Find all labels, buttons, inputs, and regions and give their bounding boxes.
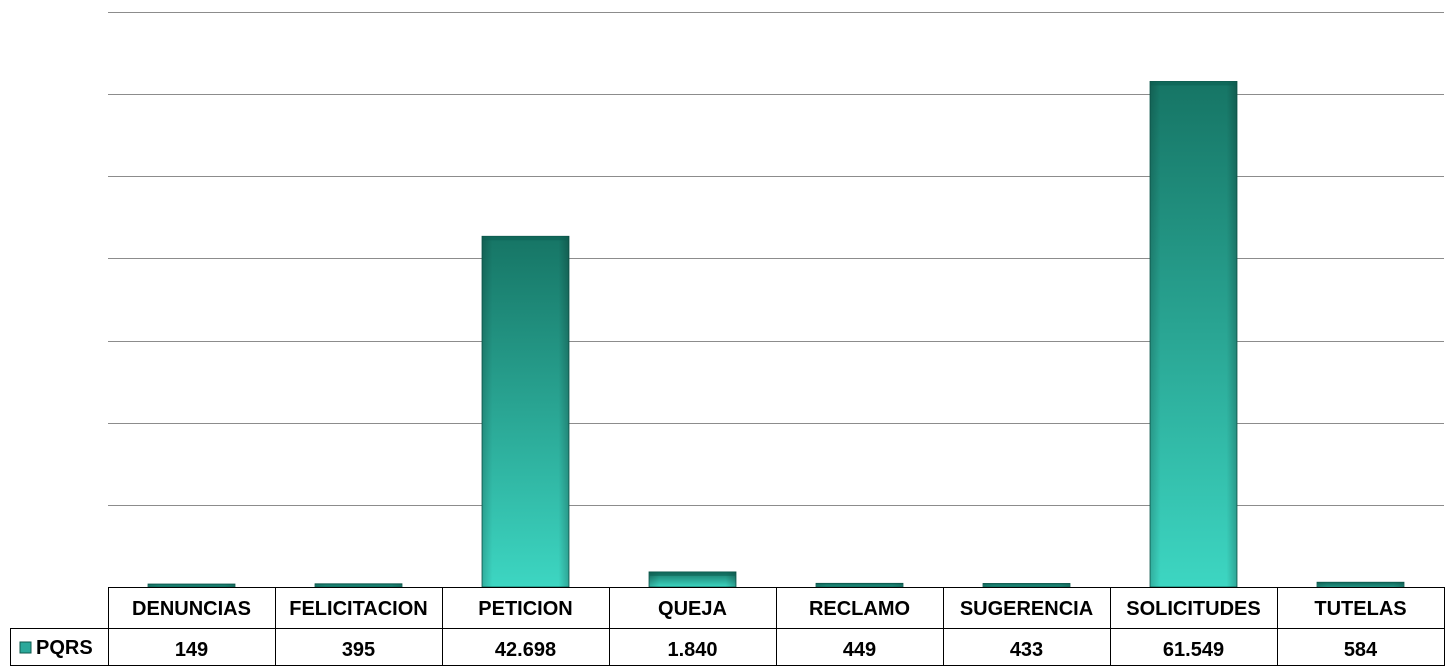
bar-denuncias: [147, 583, 236, 588]
legend-series-label: PQRS: [36, 637, 93, 659]
category-label: PETICION: [478, 598, 572, 620]
bar-reclamo: [815, 582, 904, 588]
category-label: SOLICITUDES: [1126, 598, 1260, 620]
value-label: 42.698: [495, 639, 556, 661]
bar-felicitacion: [314, 583, 403, 588]
bar-queja: [648, 571, 737, 588]
category-label: DENUNCIAS: [132, 598, 251, 620]
category-label: RECLAMO: [809, 598, 910, 620]
category-label: QUEJA: [658, 598, 727, 620]
bar-peticion: [481, 235, 570, 588]
value-label: 395: [342, 639, 375, 661]
gridlines: [108, 12, 1444, 588]
value-label: 1.840: [667, 639, 717, 661]
category-label: SUGERENCIA: [960, 598, 1093, 620]
value-label: 449: [843, 639, 876, 661]
legend-key-icon: [19, 641, 32, 654]
bar-solicitudes: [1149, 81, 1238, 588]
category-label: TUTELAS: [1314, 598, 1406, 620]
data-table: DENUNCIAS 149 FELICITACION 395 PETICION 42.69…: [10, 587, 1445, 666]
value-label: 433: [1010, 639, 1043, 661]
bar-tutelas: [1316, 581, 1405, 588]
bars: [147, 81, 1405, 588]
value-label: 149: [175, 639, 208, 661]
category-label: FELICITACION: [289, 598, 428, 620]
value-label: 584: [1344, 639, 1378, 661]
value-label: 61.549: [1163, 639, 1224, 661]
bar-sugerencia: [982, 583, 1071, 588]
